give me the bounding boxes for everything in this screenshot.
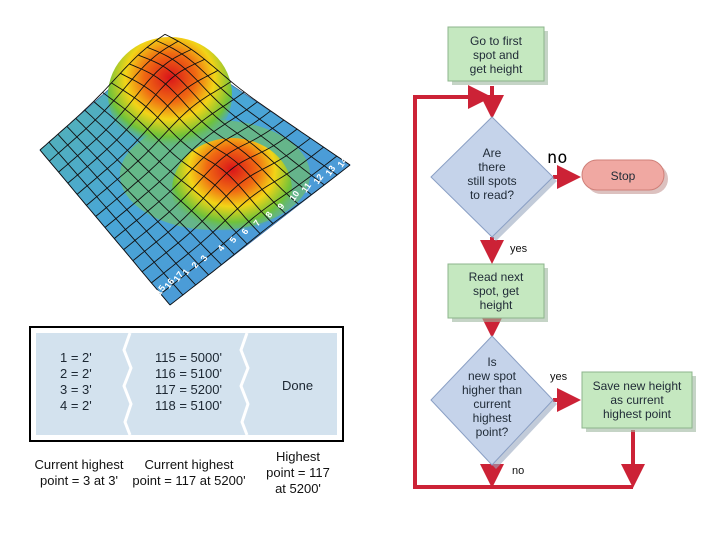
terrain-spot-number: 8	[263, 210, 274, 220]
decision-compare-text: Is	[487, 355, 496, 369]
decision-spots-text: still spots	[467, 174, 516, 188]
mesh-line	[151, 146, 324, 284]
terrain-spot-number: 2	[189, 260, 200, 270]
mesh-line	[66, 125, 209, 276]
mesh-line	[169, 164, 351, 306]
terrain-spot-number: 3	[198, 253, 209, 263]
terrain-peak-left	[108, 37, 232, 153]
save-text: as current	[610, 393, 664, 407]
terrain-spot-number: 1	[180, 267, 191, 277]
label-yes-2: yes	[550, 371, 568, 383]
height-table: 1 = 2' 2 = 2' 3 = 3' 4 = 2' 115 = 5000' …	[29, 326, 344, 442]
mesh-line	[39, 149, 171, 306]
decision-compare-text: higher than	[462, 383, 522, 397]
terrain-spot-number: 11	[299, 181, 313, 195]
table-cell: 118 = 5100'	[155, 398, 222, 413]
mesh-line	[141, 137, 311, 273]
start-text: spot and	[473, 48, 519, 62]
table-cell: 3 = 3'	[60, 382, 92, 397]
terrain-spot-number: 9	[275, 201, 286, 211]
caption-line: Current highest	[145, 457, 234, 472]
table-cell: 2 = 2'	[60, 366, 92, 381]
table-background	[36, 333, 337, 435]
decision-spots-text: there	[478, 160, 506, 174]
stop-text: Stop	[611, 169, 636, 183]
stop-terminal	[581, 159, 665, 191]
label-yes-1: yes	[510, 243, 528, 255]
mesh-line	[123, 119, 285, 250]
table-cell: 1 = 2'	[60, 350, 92, 365]
decision-compare-text: current	[473, 397, 511, 411]
terrain-spot-number: 4	[215, 243, 226, 253]
table-cell: 115 = 5000'	[155, 350, 222, 365]
caption-line: point = 117 at 5200'	[132, 473, 245, 488]
terrain-spot-number: 17	[171, 270, 185, 284]
decision-compare-diamond	[430, 335, 554, 466]
terrain-spot-number: 6	[239, 227, 250, 237]
mesh-line	[48, 141, 184, 296]
caption-line: at 5200'	[275, 481, 321, 496]
save-text: highest point	[603, 407, 672, 421]
table-cell: 117 = 5200'	[155, 382, 222, 397]
decision-compare-text: new spot	[468, 369, 517, 383]
save-text: Save new height	[593, 379, 682, 393]
mesh-line	[84, 109, 235, 255]
terrain-spot-number: 16	[162, 276, 176, 290]
start-box	[447, 26, 545, 82]
decision-compare-text: highest	[473, 411, 512, 425]
mesh-line	[132, 128, 298, 262]
table-cell: 116 = 5100'	[155, 366, 222, 381]
label-no-top: no	[547, 148, 567, 168]
read-box	[447, 263, 545, 319]
mesh-line	[57, 133, 197, 286]
flowchart: Go to first spot and get height Are ther…	[413, 26, 696, 489]
terrain-spot-number: 13	[323, 164, 337, 178]
read-text: height	[480, 298, 513, 312]
terrain-spot-number: 7	[251, 218, 262, 228]
terrain-spot-number: 14	[335, 155, 349, 169]
connector-loop-back	[413, 85, 633, 489]
mesh-line	[114, 110, 271, 239]
decision-spots-diamond	[430, 116, 554, 238]
terrain-spot-number: 5	[227, 235, 238, 245]
decision-spots-text: Are	[483, 146, 502, 160]
mesh-line	[160, 155, 338, 295]
terrain-spot-number: 15	[153, 283, 167, 297]
save-box	[581, 371, 693, 429]
table-captions: Current highest point = 3 at 3' Current …	[35, 449, 330, 496]
table-cell: 4 = 2'	[60, 398, 92, 413]
tear-divider-1	[122, 332, 133, 436]
terrain-spot-number: 12	[311, 172, 325, 186]
mesh-line	[93, 101, 248, 245]
mesh-line	[102, 92, 261, 234]
mesh-line	[75, 117, 222, 266]
read-text: spot, get	[473, 284, 520, 298]
decision-compare-text: point?	[476, 425, 509, 439]
table-cell-done: Done	[282, 378, 313, 393]
terrain-mesh	[39, 33, 351, 306]
read-text: Read next	[469, 270, 524, 284]
terrain-spot-number: 10	[287, 189, 301, 203]
caption-line: Current highest	[35, 457, 124, 472]
label-no-bottom: no	[512, 465, 524, 477]
caption-line: point = 117	[266, 465, 330, 480]
start-text: get height	[470, 62, 523, 76]
decision-spots-text: to read?	[470, 188, 514, 202]
start-text: Go to first	[470, 34, 523, 48]
tear-divider-2	[239, 332, 250, 436]
caption-line: Highest	[276, 449, 320, 464]
caption-line: point = 3 at 3'	[40, 473, 118, 488]
